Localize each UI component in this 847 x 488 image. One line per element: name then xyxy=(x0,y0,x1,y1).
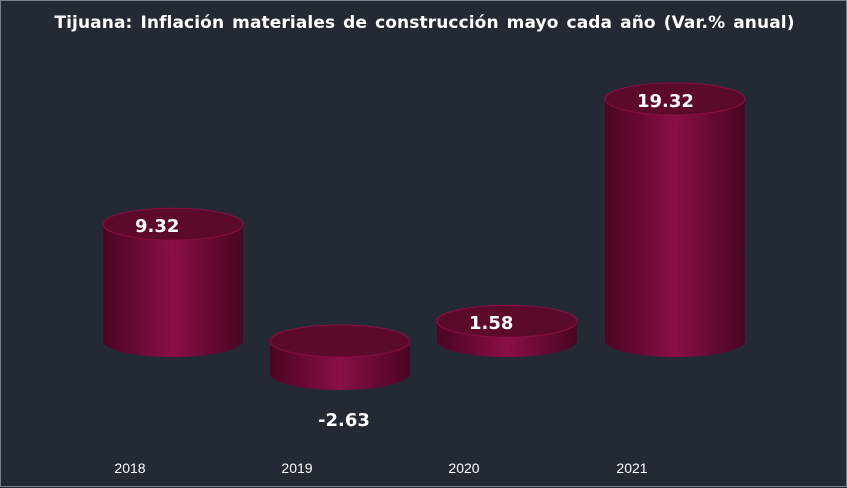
bar-top xyxy=(436,304,578,338)
bar-top xyxy=(604,82,746,116)
bar-body xyxy=(103,224,243,357)
bar-2021 xyxy=(604,82,746,357)
x-tick-label-2021: 2021 xyxy=(616,460,647,476)
x-tick-label-2020: 2020 xyxy=(448,460,479,476)
bar-2020 xyxy=(436,304,578,357)
bar-body xyxy=(605,98,745,357)
x-tick-label-2018: 2018 xyxy=(114,460,145,476)
chart-title: Tijuana: Inflación materiales de constru… xyxy=(54,13,795,33)
bar-top xyxy=(102,207,244,241)
data-label-2019: -2.63 xyxy=(318,410,370,431)
data-label-2020: 1.58 xyxy=(469,313,513,334)
data-label-2021: 19.32 xyxy=(637,91,694,112)
data-label-2018: 9.32 xyxy=(135,216,179,237)
x-tick-label-2019: 2019 xyxy=(281,460,312,476)
bar-2019 xyxy=(269,324,411,390)
bar-top xyxy=(269,324,411,358)
bar-2018 xyxy=(102,207,244,357)
